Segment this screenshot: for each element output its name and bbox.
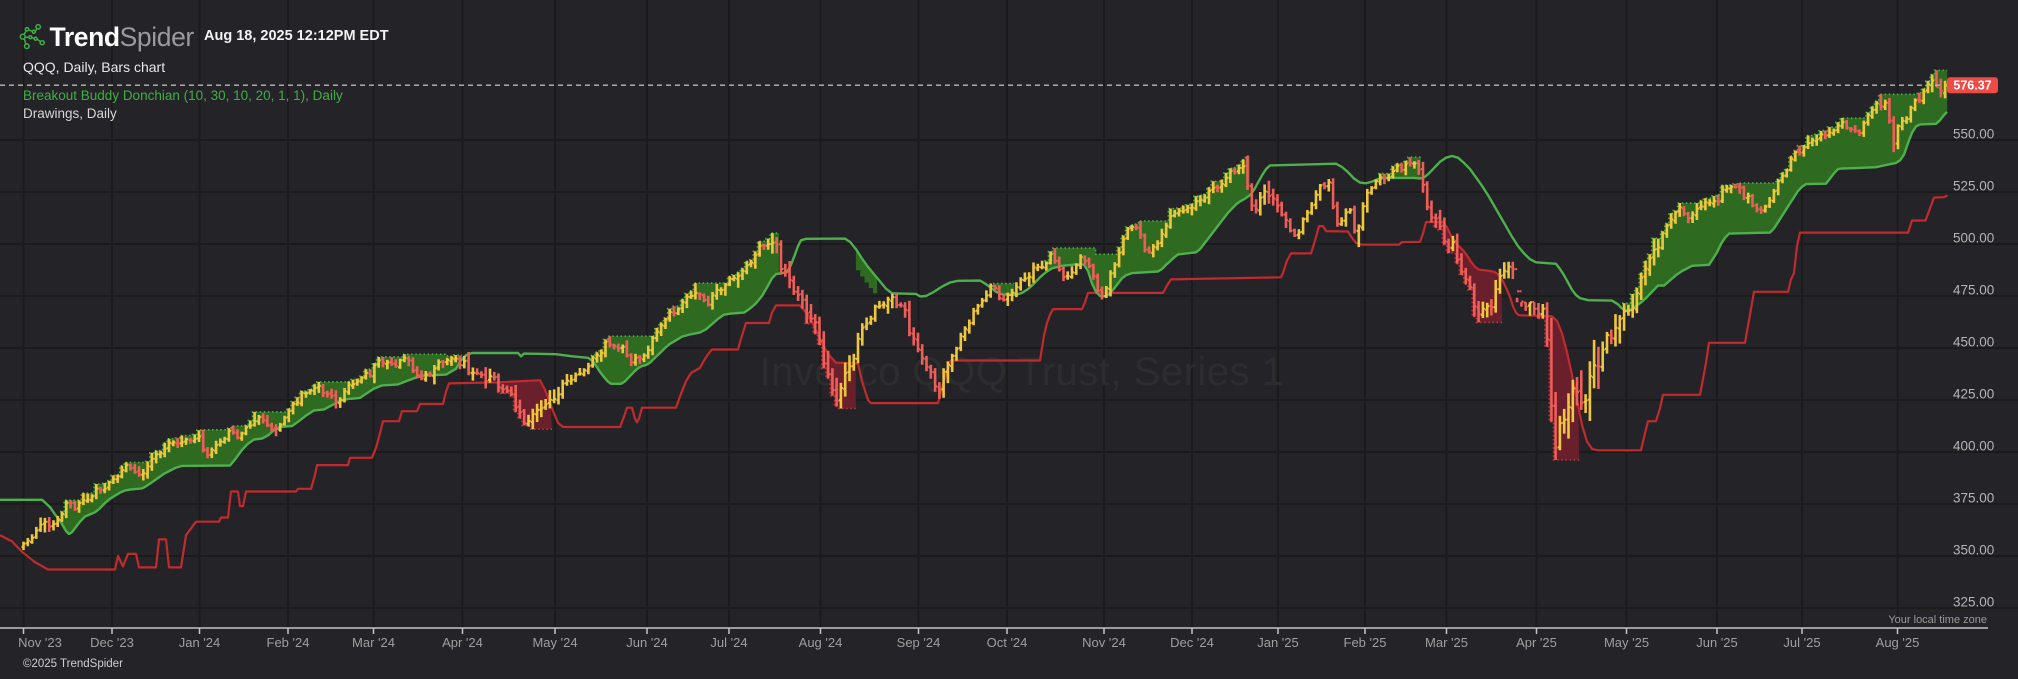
svg-text:Mar '24: Mar '24	[352, 635, 395, 650]
svg-text:500.00: 500.00	[1953, 231, 1994, 246]
svg-text:Mar '25: Mar '25	[1425, 635, 1468, 650]
svg-text:QQQ, Daily, Bars chart: QQQ, Daily, Bars chart	[23, 59, 165, 75]
svg-text:Breakout Buddy Donchian (10, 3: Breakout Buddy Donchian (10, 30, 10, 20,…	[23, 88, 343, 103]
svg-text:425.00: 425.00	[1953, 387, 1994, 402]
svg-text:475.00: 475.00	[1953, 283, 1994, 298]
svg-text:©2025 TrendSpider: ©2025 TrendSpider	[23, 658, 123, 670]
svg-text:525.00: 525.00	[1953, 179, 1994, 194]
svg-text:375.00: 375.00	[1953, 491, 1994, 506]
svg-text:Feb '24: Feb '24	[267, 635, 310, 650]
svg-text:Apr '25: Apr '25	[1516, 635, 1557, 650]
svg-text:Aug '25: Aug '25	[1876, 635, 1920, 650]
svg-text:Feb '25: Feb '25	[1344, 635, 1387, 650]
svg-text:Nov '23: Nov '23	[18, 635, 62, 650]
svg-text:400.00: 400.00	[1953, 439, 1994, 454]
svg-text:450.00: 450.00	[1953, 335, 1994, 350]
svg-text:Apr '24: Apr '24	[442, 635, 483, 650]
svg-text:Nov '24: Nov '24	[1082, 635, 1126, 650]
svg-text:Drawings, Daily: Drawings, Daily	[23, 106, 117, 121]
svg-text:Jun '24: Jun '24	[626, 635, 668, 650]
svg-text:Jan '25: Jan '25	[1257, 635, 1299, 650]
svg-text:350.00: 350.00	[1953, 543, 1994, 558]
svg-text:Sep '24: Sep '24	[897, 635, 941, 650]
svg-text:576.37: 576.37	[1953, 79, 1991, 93]
svg-text:Jul '24: Jul '24	[710, 635, 747, 650]
svg-text:Your local time zone: Your local time zone	[1888, 614, 1987, 626]
svg-text:550.00: 550.00	[1953, 127, 1994, 142]
svg-text:Dec '23: Dec '23	[90, 635, 134, 650]
svg-text:Jun '25: Jun '25	[1696, 635, 1738, 650]
svg-text:May '25: May '25	[1604, 635, 1649, 650]
svg-text:325.00: 325.00	[1953, 595, 1994, 610]
svg-text:Oct '24: Oct '24	[987, 635, 1028, 650]
svg-text:Jul '25: Jul '25	[1783, 635, 1820, 650]
svg-text:Aug 18, 2025 12:12PM EDT: Aug 18, 2025 12:12PM EDT	[204, 28, 389, 44]
svg-text:May '24: May '24	[532, 635, 577, 650]
svg-text:Dec '24: Dec '24	[1170, 635, 1214, 650]
svg-text:TrendSpider: TrendSpider	[50, 22, 195, 52]
svg-text:Jan '24: Jan '24	[179, 635, 221, 650]
svg-text:Aug '24: Aug '24	[799, 635, 843, 650]
